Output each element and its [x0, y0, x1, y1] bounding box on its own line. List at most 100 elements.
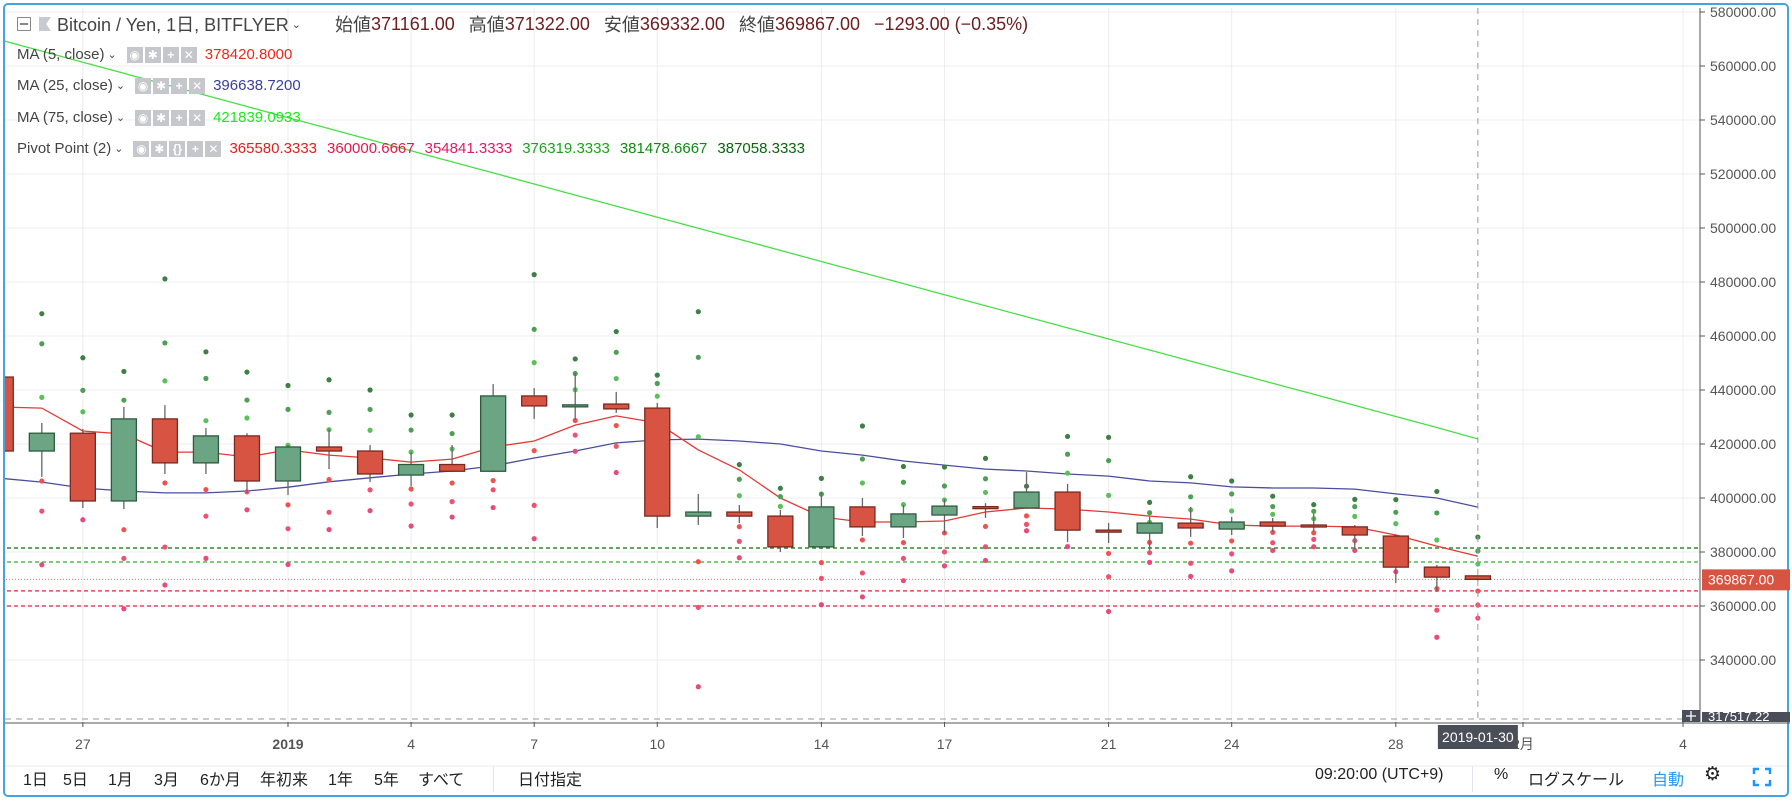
- candle[interactable]: [521, 388, 548, 419]
- candle[interactable]: [110, 407, 138, 510]
- close-icon[interactable]: ✕: [180, 46, 197, 63]
- candle[interactable]: [931, 499, 958, 534]
- collapse-icon[interactable]: [17, 17, 31, 31]
- time-axis-label: 7: [530, 736, 538, 752]
- range-button[interactable]: 1年: [328, 772, 353, 789]
- fullscreen-icon[interactable]: [1752, 767, 1772, 792]
- date-range-button[interactable]: 日付指定: [518, 772, 583, 789]
- chevron-down-icon[interactable]: ⌄: [115, 80, 126, 92]
- pivot-dot-r3: [1064, 433, 1071, 440]
- candle[interactable]: [808, 492, 835, 550]
- range-button[interactable]: 年初来: [260, 772, 309, 789]
- candle[interactable]: [644, 402, 671, 528]
- candle[interactable]: [1341, 525, 1368, 550]
- pivot-dot-s2: [859, 570, 866, 576]
- candle[interactable]: [726, 505, 753, 524]
- candle[interactable]: [1464, 575, 1492, 581]
- candle[interactable]: [685, 493, 712, 525]
- close-icon[interactable]: ✕: [189, 77, 206, 94]
- chevron-down-icon[interactable]: ⌄: [115, 112, 126, 124]
- gear-icon[interactable]: ✱: [151, 140, 168, 157]
- candle[interactable]: [438, 445, 466, 473]
- chevron-down-icon[interactable]: ⌄: [114, 143, 124, 155]
- percent-scale-button[interactable]: %: [1494, 766, 1509, 783]
- gear-icon[interactable]: ⚙: [1704, 764, 1722, 785]
- candle[interactable]: [28, 422, 55, 477]
- log-scale-button[interactable]: ログスケール: [1528, 772, 1625, 789]
- source-code-icon[interactable]: {}: [169, 140, 186, 157]
- candle[interactable]: [274, 445, 302, 496]
- plus-icon[interactable]: +: [171, 109, 188, 126]
- pivot-dot-s2: [1229, 551, 1235, 557]
- indicator-name[interactable]: MA (5, close): [17, 46, 105, 63]
- range-button[interactable]: 6か月: [200, 772, 241, 789]
- candle[interactable]: [356, 445, 384, 483]
- candle[interactable]: [1095, 523, 1122, 544]
- candle[interactable]: [849, 498, 876, 537]
- plus-icon[interactable]: +: [171, 77, 188, 94]
- candle[interactable]: [1136, 516, 1163, 551]
- range-button[interactable]: 1月: [108, 772, 133, 789]
- candle[interactable]: [233, 433, 261, 493]
- pivot-dot-s2: [1434, 607, 1440, 613]
- gear-icon[interactable]: ✱: [153, 77, 170, 94]
- indicator-value: 421839.0933: [213, 109, 301, 126]
- candle[interactable]: [603, 391, 630, 413]
- candle[interactable]: [192, 428, 220, 474]
- candle[interactable]: [0, 374, 14, 458]
- range-button[interactable]: すべて: [418, 772, 465, 789]
- eye-icon[interactable]: ◉: [135, 77, 152, 94]
- eye-icon[interactable]: ◉: [126, 46, 143, 63]
- range-button[interactable]: 5年: [374, 772, 399, 789]
- pivot-dot-s3: [39, 562, 45, 568]
- candle[interactable]: [1259, 517, 1286, 533]
- auto-scale-button[interactable]: 自動: [1652, 772, 1685, 789]
- candle[interactable]: [1300, 513, 1327, 531]
- candle-body-down: [315, 446, 343, 452]
- gear-icon[interactable]: ✱: [153, 109, 170, 126]
- candle[interactable]: [1218, 516, 1245, 535]
- candle[interactable]: [972, 503, 999, 518]
- gear-icon[interactable]: ✱: [144, 46, 161, 63]
- range-button[interactable]: 1日: [23, 772, 48, 789]
- candle[interactable]: [315, 428, 343, 470]
- symbol-title[interactable]: Bitcoin / Yen, 1日, BITFLYER: [57, 15, 289, 35]
- pivot-dot-s3: [367, 508, 373, 514]
- indicator-name[interactable]: MA (25, close): [17, 77, 113, 94]
- close-icon[interactable]: ✕: [205, 140, 222, 157]
- plus-icon[interactable]: +: [162, 46, 179, 63]
- pivot-dot-s3: [695, 684, 701, 690]
- timezone-clock[interactable]: 09:20:00 (UTC+9): [1315, 766, 1444, 783]
- eye-icon[interactable]: ◉: [135, 109, 152, 126]
- plus-icon[interactable]: +: [187, 140, 204, 157]
- candle-body-down: [1177, 522, 1204, 529]
- candle[interactable]: [767, 509, 794, 552]
- range-button[interactable]: 5日: [63, 772, 88, 789]
- indicator-value: 376319.3333: [522, 140, 610, 157]
- candle[interactable]: [1177, 506, 1204, 537]
- candle-body-down: [1341, 526, 1368, 536]
- pivot-dot-r2: [859, 456, 866, 462]
- candle[interactable]: [890, 505, 917, 538]
- eye-icon[interactable]: ◉: [133, 140, 150, 157]
- chevron-down-icon[interactable]: ⌄: [291, 18, 301, 31]
- pivot-dot-s3: [1352, 547, 1358, 553]
- candle[interactable]: [397, 452, 425, 487]
- indicator-name[interactable]: MA (75, close): [17, 109, 113, 126]
- pivot-dot-s3: [285, 561, 291, 568]
- chevron-down-icon[interactable]: ⌄: [107, 49, 117, 61]
- close-icon[interactable]: ✕: [189, 109, 206, 126]
- pivot-dot-r1: [1229, 508, 1235, 514]
- plus-icon[interactable]: [1686, 711, 1696, 721]
- candle[interactable]: [69, 428, 96, 508]
- candle[interactable]: [1382, 534, 1409, 584]
- indicator-name[interactable]: Pivot Point (2): [17, 140, 112, 157]
- range-button[interactable]: 3月: [154, 772, 179, 789]
- candle[interactable]: [1054, 483, 1081, 543]
- candle[interactable]: [562, 372, 589, 420]
- candle[interactable]: [479, 384, 507, 473]
- candle[interactable]: [1423, 564, 1450, 592]
- candle[interactable]: [151, 405, 179, 474]
- candle[interactable]: [1013, 472, 1040, 509]
